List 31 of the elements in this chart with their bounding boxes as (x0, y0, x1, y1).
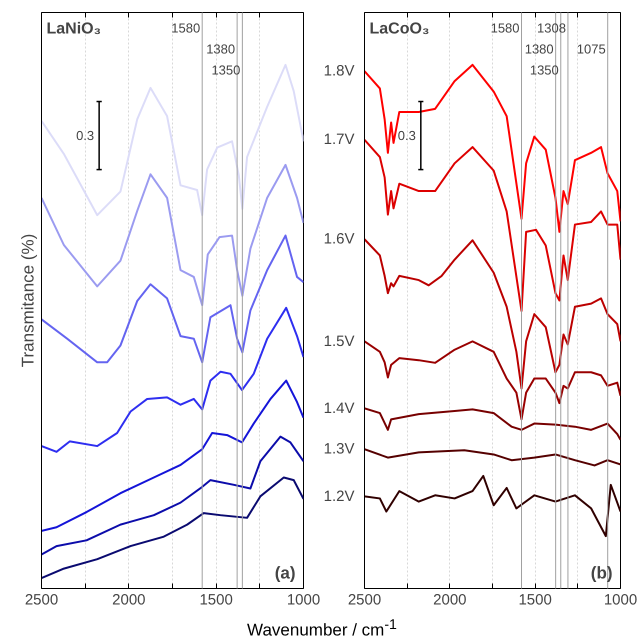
annotation: 0.3 (398, 128, 416, 144)
series-label: 1.4V (324, 400, 354, 417)
x-tick-label: 2000 (112, 592, 146, 608)
chart-title: LaNiO₃ (46, 20, 102, 38)
x-tick-label: 1500 (199, 592, 233, 608)
series-label: 1.2V (324, 488, 354, 505)
x-tick-label: 2000 (433, 592, 467, 608)
ref-line-label: 1580 (490, 20, 520, 36)
x-tick-label: 2500 (24, 592, 58, 608)
series-label: 1.8V (324, 62, 354, 80)
series-label: 1.6V (324, 230, 354, 248)
ref-line-label: 1380 (206, 42, 236, 57)
annotation: (b) (590, 564, 613, 582)
annotation: (a) (274, 564, 296, 582)
ref-line-label: 1075 (576, 42, 606, 57)
x-tick-label: 1000 (604, 592, 638, 608)
x-tick-label: 1500 (518, 592, 552, 608)
ref-line-label: 1350 (530, 62, 559, 78)
ref-line-label: 1308 (537, 20, 566, 36)
ref-line-label: 1380 (524, 42, 554, 57)
chart-title: LaCoO₃ (370, 20, 430, 38)
annotation: 0.3 (76, 128, 94, 144)
series-label: 1.7V (324, 131, 354, 148)
x-axis-title: Wavenumber / cm$^{-1}$ (246, 616, 398, 637)
series-label: 1.5V (324, 332, 354, 350)
x-tick-label: 1000 (286, 592, 320, 608)
ref-line-label: 1580 (171, 20, 200, 36)
series-label: 1.3V (324, 440, 354, 458)
y-axis-title: Transmitance (%) (18, 234, 38, 368)
ref-line-label: 1350 (211, 62, 240, 78)
x-tick-label: 2500 (348, 592, 382, 608)
